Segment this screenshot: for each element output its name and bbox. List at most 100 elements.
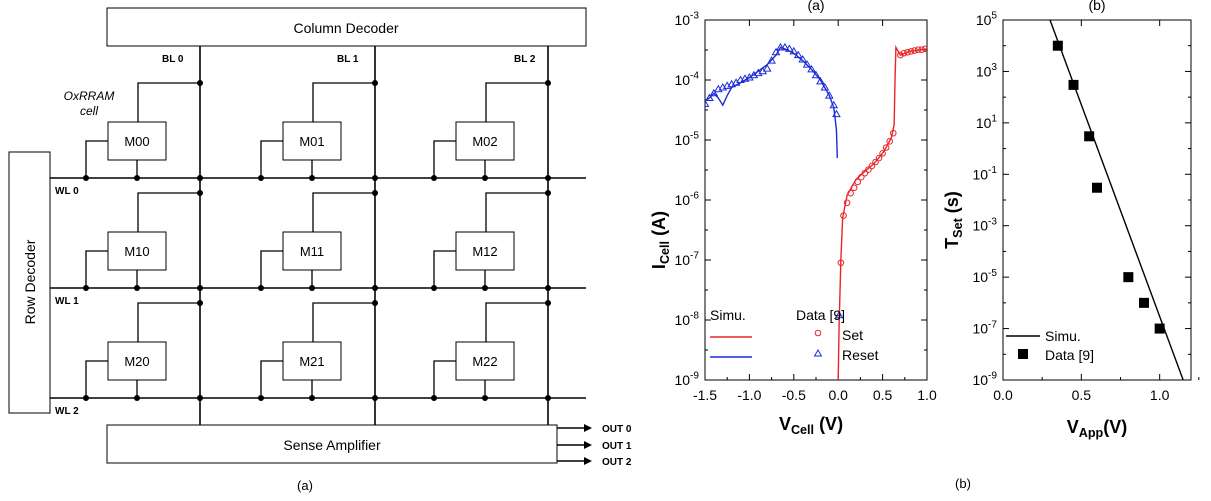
data-point-reset	[802, 60, 812, 68]
memory-cell: M02	[431, 80, 551, 181]
series-line-reset	[705, 46, 839, 159]
data-point-reset	[816, 76, 825, 85]
data-point-set	[857, 173, 865, 181]
legend: Simu. Data [9] Set Reset	[710, 307, 879, 363]
junction-dot	[197, 190, 203, 196]
data-point-set	[911, 47, 918, 54]
bitline-label-0: BL 0	[162, 54, 184, 65]
y-tick-label: 10-1	[972, 165, 997, 182]
legend-data-header: Data [9]	[796, 307, 845, 323]
cell-bitline-wire	[137, 302, 200, 342]
cell-bitline-wire	[137, 82, 200, 122]
data-point-reset	[834, 310, 844, 319]
legend-reset-marker	[813, 349, 823, 357]
data-point	[1068, 79, 1079, 90]
junction-dot	[545, 175, 551, 181]
junction-dot	[197, 175, 203, 181]
data-point-reset	[771, 47, 781, 56]
cell-gate-wire	[433, 360, 456, 398]
y-axis-label: TSet (s)	[942, 191, 965, 249]
cell-gate-wire	[85, 140, 108, 178]
junction-dot	[309, 285, 315, 291]
memory-cell: M20	[83, 300, 203, 401]
cell-gate-wire	[85, 360, 108, 398]
junction-dot	[197, 395, 203, 401]
junction-dot	[482, 175, 488, 181]
x-tick-label: 1.0	[1150, 387, 1170, 403]
output-label: OUT 0	[602, 424, 632, 435]
bitline-label-2: BL 2	[514, 54, 536, 65]
junction-dot	[545, 80, 551, 86]
junction-dot	[83, 285, 89, 291]
cell-gate-wire	[433, 250, 456, 288]
junction-dot	[258, 175, 264, 181]
cell-label: M12	[472, 244, 497, 259]
cell-label: M02	[472, 134, 497, 149]
output-label: OUT 1	[602, 441, 632, 452]
cell-gate-wire	[85, 250, 108, 288]
memory-cell: M12	[431, 190, 551, 291]
junction-dot	[309, 175, 315, 181]
wordline-label-0: WL 0	[55, 186, 79, 197]
output-arrow: OUT 1	[557, 441, 632, 452]
data-point-set	[872, 158, 879, 166]
data-point-set	[840, 212, 847, 219]
schematic-caption: (a)	[297, 478, 313, 493]
junction-dot	[372, 175, 378, 181]
data-point-set	[921, 45, 927, 53]
data-point-reset	[776, 42, 785, 51]
cell-bitline-wire	[485, 82, 548, 122]
tset-chart: (b) 105 103 101 10-1 10-3 10-5 10-7 10-90.0 0.5 1.…	[942, 0, 1200, 440]
data-point-set	[865, 166, 872, 173]
cell-box	[107, 231, 167, 271]
oxrram-cell-label-2: cell	[80, 104, 98, 118]
x-tick-label: 0.0	[993, 387, 1013, 403]
junction-dot	[197, 300, 203, 306]
cell-box	[455, 231, 515, 271]
memory-cell: M00	[83, 80, 203, 181]
y-tick-label: 10-3	[674, 11, 699, 28]
cell-label: M00	[124, 134, 149, 149]
data-point-reset	[784, 44, 794, 52]
y-tick-label: 10-6	[674, 191, 699, 208]
x-axis-label: VApp(V)	[1067, 417, 1128, 440]
data-point-set	[847, 189, 854, 197]
data-point-set	[900, 49, 908, 57]
cell-bitline-wire	[485, 302, 548, 342]
row-decoder-box	[8, 151, 51, 414]
data-point-set	[882, 144, 890, 151]
y-tick-label: 10-8	[674, 311, 699, 328]
junction-dot	[83, 395, 89, 401]
cell-bitline-wire	[137, 192, 200, 232]
x-tick-label: 0.0	[828, 387, 848, 403]
oxrram-cell-label: OxRRAM	[64, 89, 115, 103]
cell-label: M20	[124, 354, 149, 369]
data-point-reset	[727, 79, 737, 88]
output-label: OUT 2	[602, 457, 632, 468]
memory-cell: M22	[431, 300, 551, 401]
x-tick-label: 0.5	[873, 387, 893, 403]
legend-reset-label: Reset	[842, 347, 879, 363]
data-point-reset	[798, 54, 808, 63]
legend-simu-label: Simu.	[1045, 328, 1081, 344]
iv-chart: (a) 10-3 10-4 10-5 10-6 10-7 10-8 10-9-1.5 -1.0 -…	[649, 0, 937, 437]
cell-gate-wire	[260, 250, 283, 288]
junction-dot	[258, 285, 264, 291]
data-point-reset	[807, 64, 816, 73]
y-tick-label: 10-3	[972, 216, 997, 233]
y-tick-label: 10-5	[972, 268, 997, 285]
cell-box	[282, 231, 342, 271]
wordline-label-1: WL 1	[55, 296, 79, 307]
memory-array-schematic: Column Decoder Row Decoder Sense Amplifi…	[8, 7, 632, 493]
data-point-set	[854, 178, 862, 186]
cell-gate-wire	[433, 140, 456, 178]
y-tick-label: 10-9	[674, 371, 699, 388]
x-tick-label: 1.0	[917, 387, 937, 403]
column-decoder-box	[106, 7, 587, 47]
data-point-reset	[780, 42, 790, 51]
data-point	[1154, 323, 1165, 334]
x-tick-label: 0.5	[1072, 387, 1092, 403]
junction-dot	[545, 300, 551, 306]
chart-title: (a)	[807, 0, 824, 13]
